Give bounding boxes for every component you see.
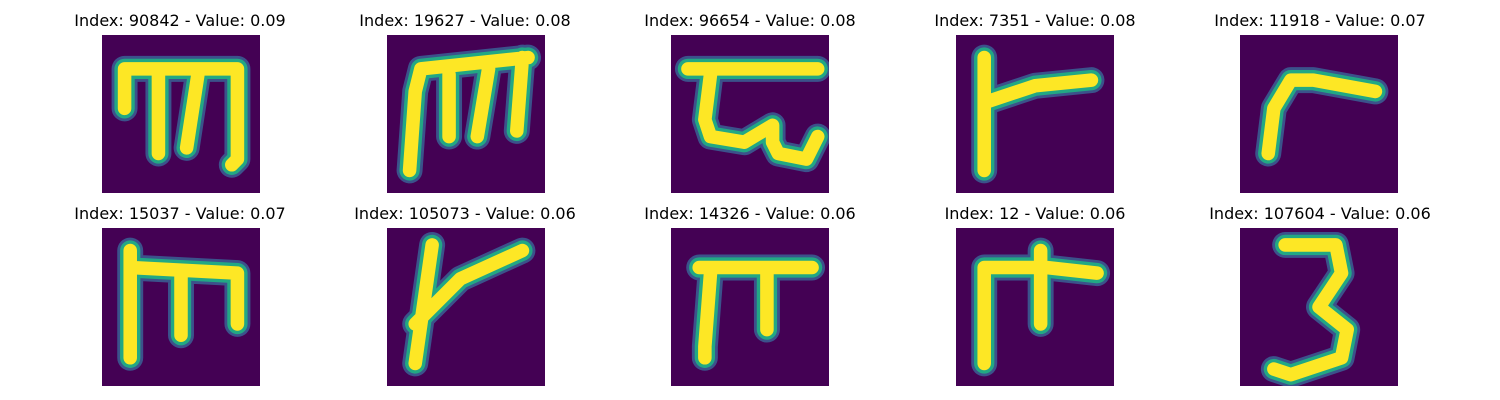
glyph-image xyxy=(1240,228,1398,386)
glyph-flag-icon xyxy=(956,35,1114,193)
glyph-stroke xyxy=(123,243,245,365)
glyph-slant-y-icon xyxy=(387,228,545,386)
glyph-stroke xyxy=(977,50,1099,178)
glyph-stroke xyxy=(692,260,819,365)
panel-title: Index: 19627 - Value: 0.08 xyxy=(359,11,571,30)
glyph-image xyxy=(102,228,260,386)
glyph-image xyxy=(1240,35,1398,193)
glyph-stroke xyxy=(408,238,530,371)
panel-title: Index: 11918 - Value: 0.07 xyxy=(1214,11,1426,30)
glyph-hook-icon xyxy=(1240,35,1398,193)
glyph-stroke xyxy=(681,62,825,166)
panel-title: Index: 15037 - Value: 0.07 xyxy=(74,204,286,223)
glyph-image xyxy=(387,35,545,193)
glyph-image xyxy=(102,35,260,193)
panel-title: Index: 14326 - Value: 0.06 xyxy=(644,204,856,223)
panel-title: Index: 7351 - Value: 0.08 xyxy=(934,11,1136,30)
glyph-stroke xyxy=(1267,238,1354,382)
glyph-pi-icon xyxy=(671,228,829,386)
glyph-stroke xyxy=(1261,73,1383,161)
panel-title: Index: 12 - Value: 0.06 xyxy=(944,204,1126,223)
glyph-stroke xyxy=(977,243,1104,371)
glyph-image xyxy=(956,228,1114,386)
glyph-image xyxy=(671,228,829,386)
panel-title: Index: 96654 - Value: 0.08 xyxy=(644,11,856,30)
panel-title: Index: 107604 - Value: 0.06 xyxy=(1209,204,1431,223)
glyph-stroke xyxy=(117,62,245,172)
glyph-t-branch-icon xyxy=(956,228,1114,386)
glyph-image xyxy=(956,35,1114,193)
panel-title: Index: 90842 - Value: 0.09 xyxy=(74,11,286,30)
glyph-image xyxy=(387,228,545,386)
glyph-m-bold-icon xyxy=(387,35,545,193)
glyph-stroke xyxy=(402,50,535,178)
glyph-m-open-icon xyxy=(102,35,260,193)
panel-title: Index: 105073 - Value: 0.06 xyxy=(354,204,576,223)
glyph-three-icon xyxy=(1240,228,1398,386)
glyph-hooked-bar-icon xyxy=(671,35,829,193)
glyph-image xyxy=(671,35,829,193)
glyph-m-square-icon xyxy=(102,228,260,386)
